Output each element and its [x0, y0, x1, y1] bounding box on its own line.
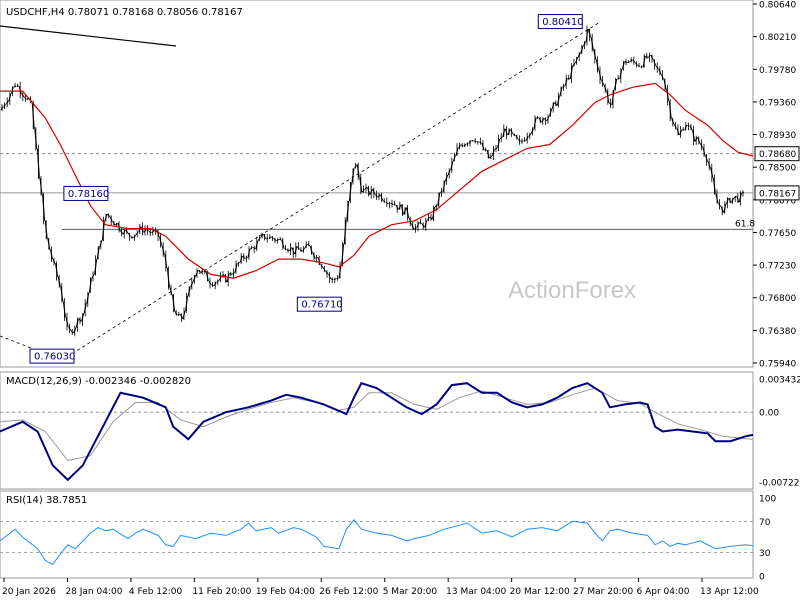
- rsi-y-tick-label: 100: [759, 495, 776, 505]
- price-annotation-label: 0.76710: [301, 300, 342, 311]
- x-tick-label: 4 Feb 12:00: [129, 587, 183, 597]
- candle-body: [334, 279, 336, 280]
- rsi-y-tick-label: 30: [759, 549, 771, 559]
- candle-body: [389, 203, 391, 204]
- candle-body: [394, 205, 396, 206]
- main-y-tick-label: 0.79780: [759, 66, 796, 76]
- candle-body: [568, 78, 570, 79]
- x-tick-label: 26 Feb 12:00: [319, 587, 378, 597]
- candle-body: [688, 125, 690, 126]
- main-y-tick-label: 0.77650: [759, 229, 796, 239]
- price-annotation-label: 0.78160: [68, 189, 109, 200]
- macd-panel: [0, 372, 753, 489]
- main-y-tick-label: 0.79360: [759, 98, 796, 108]
- fib-level-label: 61.8: [735, 219, 755, 229]
- main-y-tick-label: 0.78930: [759, 131, 796, 141]
- price-annotation-label: 0.76030: [34, 352, 75, 363]
- candle-body: [331, 279, 333, 280]
- main-y-tick-label: 0.80640: [759, 1, 796, 11]
- main-y-tick-label: 0.78500: [759, 164, 796, 174]
- x-tick-label: 20 Jan 2026: [2, 587, 56, 597]
- main-panel: [0, 0, 753, 367]
- watermark: ActionForex: [508, 277, 636, 304]
- rsi-y-tick-label: 0: [759, 573, 765, 583]
- x-tick-label: 11 Feb 20:00: [192, 587, 251, 597]
- price-badge-label: 0.78167: [759, 189, 796, 199]
- rsi-label: RSI(14) 38.7851: [6, 495, 87, 506]
- candle-body: [14, 86, 16, 87]
- x-tick-label: 13 Mar 04:00: [446, 587, 506, 597]
- candle-body: [337, 278, 339, 279]
- x-tick-label: 27 Mar 20:00: [573, 587, 633, 597]
- x-tick-label: 19 Feb 04:00: [256, 587, 315, 597]
- main-y-tick-label: 0.76800: [759, 294, 796, 304]
- x-tick-label: 20 Mar 12:00: [510, 587, 570, 597]
- main-y-tick-label: 0.75940: [759, 360, 796, 370]
- candle-body: [467, 144, 469, 145]
- price-annotation-label: 0.80410: [542, 17, 583, 28]
- candle-body: [279, 239, 281, 240]
- macd-label: MACD(12,26,9) -0.002346 -0.002820: [6, 376, 191, 387]
- macd-y-tick-label: -0.007223: [759, 479, 800, 489]
- macd-y-tick-label: 0.00: [759, 409, 779, 419]
- x-tick-label: 28 Jan 04:00: [65, 587, 122, 597]
- x-tick-label: 6 Apr 04:00: [637, 587, 690, 597]
- x-tick-label: 5 Mar 20:00: [383, 587, 438, 597]
- macd-y-tick-label: 0.003432: [759, 376, 800, 386]
- x-tick-label: 13 Apr 12:00: [700, 587, 759, 597]
- candle-body: [641, 66, 643, 67]
- candle-body: [480, 142, 482, 143]
- main-y-tick-label: 0.76380: [759, 327, 796, 337]
- main-y-tick-label: 0.80210: [759, 33, 796, 43]
- main-y-tick-label: 0.77230: [759, 262, 796, 272]
- price-badge-label: 0.78680: [759, 150, 796, 160]
- symbol-ohlc-label: USDCHF,H4 0.78071 0.78168 0.78056 0.7816…: [6, 7, 243, 18]
- rsi-y-tick-label: 70: [759, 518, 771, 528]
- candle-body: [441, 192, 443, 193]
- candle-body: [524, 141, 526, 142]
